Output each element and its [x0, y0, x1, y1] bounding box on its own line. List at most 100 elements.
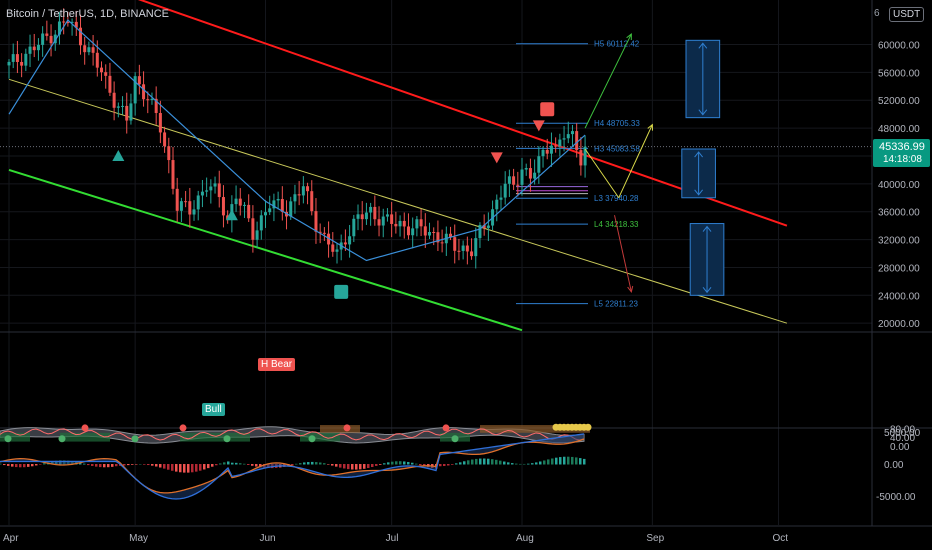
- oversold-dot: [308, 435, 316, 443]
- candle-body: [512, 176, 516, 185]
- bar-countdown: 14:18:08: [883, 154, 922, 165]
- target-box-arrowhead: [702, 225, 712, 232]
- target-box-arrowhead: [698, 42, 708, 49]
- macd-histogram-bar: [107, 464, 110, 468]
- macd-histogram-bar: [503, 461, 506, 465]
- macd-histogram-bar: [407, 461, 410, 465]
- candle-body: [116, 106, 120, 108]
- macd-histogram-bar: [99, 464, 102, 468]
- candle-body: [184, 201, 188, 203]
- candle-body: [11, 54, 15, 62]
- candle-body: [457, 250, 461, 252]
- currency-button[interactable]: USDT: [889, 7, 925, 22]
- candle-body: [49, 35, 53, 44]
- upper-channel-line: [137, 0, 788, 227]
- candle-body: [28, 46, 32, 54]
- candle-body: [66, 22, 70, 24]
- candle-body: [213, 183, 217, 187]
- projection-arrow-head: [647, 123, 653, 131]
- bull-zone: [180, 432, 250, 442]
- candle-body: [398, 220, 402, 227]
- macd-histogram-bar: [155, 464, 158, 467]
- price-axis-label: 52000.00: [878, 96, 920, 107]
- macd-histogram-bar: [295, 463, 298, 465]
- candle-body: [129, 103, 133, 121]
- macd-histogram-bar: [39, 464, 42, 465]
- candle-body: [360, 214, 364, 220]
- price-grid: [0, 0, 932, 527]
- macd-histogram-bar: [583, 458, 586, 465]
- candle-body: [36, 44, 40, 51]
- macd-histogram-bar: [303, 462, 306, 465]
- candle-body: [70, 21, 74, 23]
- target-box-arrowhead: [698, 109, 708, 116]
- candle-body: [83, 45, 87, 53]
- macd-histogram-bar: [323, 463, 326, 465]
- oscillator-pane: [0, 423, 592, 444]
- macd-histogram-bar: [223, 462, 226, 465]
- candle-body: [163, 132, 167, 147]
- candle-body: [264, 212, 268, 216]
- candle-body: [507, 176, 511, 184]
- candle-body: [57, 21, 61, 35]
- time-axis-label: May: [129, 533, 148, 544]
- candle-body: [356, 214, 360, 219]
- candle-body: [524, 168, 528, 170]
- macd-histogram-bar: [11, 464, 14, 467]
- candle-body: [167, 146, 171, 161]
- macd-histogram-bar: [243, 463, 246, 465]
- macd-histogram-bar: [347, 464, 350, 470]
- candle-body: [364, 212, 368, 220]
- macd-histogram-bar: [387, 462, 390, 465]
- macd-histogram-bar: [551, 458, 554, 465]
- time-axis-label: Jun: [260, 533, 276, 544]
- target-boxes: [681, 39, 725, 296]
- last-price: 45336.99: [879, 141, 925, 153]
- candle-body: [406, 226, 410, 236]
- macd-histogram-bar: [343, 464, 346, 469]
- candle-body: [247, 204, 251, 219]
- macd-histogram-bar: [111, 464, 114, 467]
- candle-body: [583, 146, 587, 166]
- candle-body: [91, 47, 95, 53]
- macd-histogram-bar: [291, 464, 294, 466]
- macd-line: [0, 433, 585, 500]
- projection-arrow: [584, 33, 632, 129]
- candle-body: [234, 198, 238, 205]
- bull-badge: Bull: [202, 403, 225, 416]
- price-axis-label: 48000.00: [878, 124, 920, 135]
- overbought-dot: [81, 424, 89, 432]
- macd-histogram-bar: [411, 462, 414, 465]
- candle-body: [385, 214, 389, 217]
- sell-label-marker: [540, 102, 555, 117]
- macd-histogram-bar: [239, 463, 242, 465]
- chart-title: Bitcoin / TetherUS, 1D, BINANCE: [6, 8, 170, 20]
- candle-body: [306, 186, 310, 192]
- candle-body: [188, 201, 192, 215]
- macd-histogram-bar: [143, 464, 146, 465]
- candle-body: [453, 237, 457, 251]
- candle-body: [301, 186, 305, 196]
- candle-body: [310, 191, 314, 212]
- macd-histogram-bar: [115, 464, 118, 467]
- macd-histogram-bar: [475, 458, 478, 465]
- candle-body: [503, 183, 507, 198]
- macd-histogram-bar: [383, 463, 386, 465]
- candle-body: [289, 201, 293, 217]
- macd-histogram-bar: [455, 463, 458, 465]
- candle-body: [217, 183, 221, 198]
- candle-body: [343, 242, 347, 245]
- candle-body: [394, 223, 398, 227]
- macd-histogram-bar: [535, 462, 538, 465]
- candle-body: [20, 61, 24, 66]
- candle-body: [428, 231, 431, 236]
- macd-histogram-bar: [247, 464, 250, 466]
- macd-histogram-bar: [547, 459, 550, 465]
- time-axis-label: Apr: [3, 533, 19, 544]
- macd-histogram-bar: [215, 464, 218, 466]
- macd-histogram-bar: [367, 464, 370, 469]
- macd-histogram-bar: [19, 464, 22, 468]
- candle-body: [436, 232, 440, 243]
- candle-body: [95, 52, 99, 68]
